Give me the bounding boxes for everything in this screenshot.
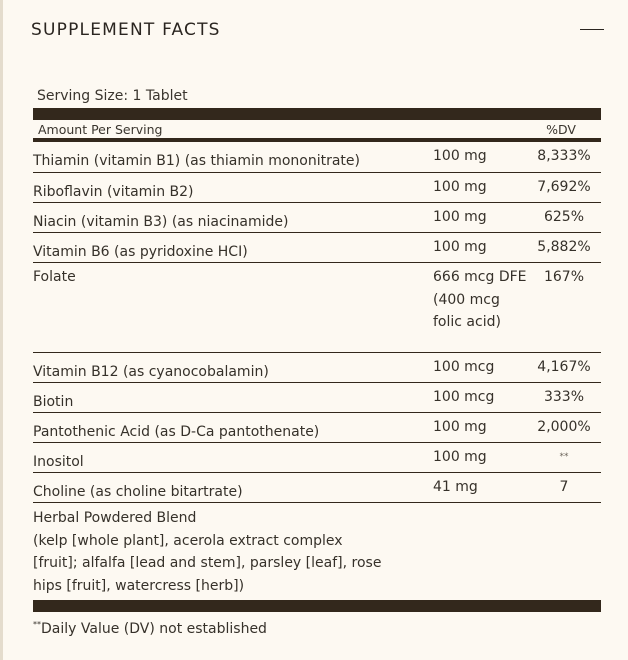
nutrient-amount: 100 mg [433,239,487,255]
nutrient-name: Niacin (vitamin B3) (as niacinamide) [33,214,289,230]
nutrient-name: Vitamin B12 (as cyanocobalamin) [33,364,269,380]
table-row: Pantothenic Acid (as D-Ca pantothenate) … [33,413,601,443]
nutrient-amount: 100 mcg [433,389,495,405]
header-dv: %DV [546,121,576,137]
blend-line: (kelp [whole plant], acerola extract com… [33,532,343,549]
section-title: SUPPLEMENT FACTS [31,20,221,40]
nutrient-amount: 100 mg [433,419,487,435]
bottom-rule [33,600,601,612]
nutrient-amount: 666 mcg DFE (400 mcg folic acid) [433,269,527,330]
nutrient-amount: 41 mg [433,479,478,495]
panel-left-border [0,0,3,660]
nutrient-dv: 5,882% [537,239,591,255]
blend-line: [fruit]; alfalfa [lead and stem], parsle… [33,555,382,571]
nutrient-amount: 100 mg [433,148,487,164]
table-row: Vitamin B6 (as pyridoxine HCI) 100 mg 5,… [33,233,601,263]
nutrient-name: Folate [33,269,76,285]
nutrient-dv: ** [559,452,569,462]
table-row: Thiamin (vitamin B1) (as thiamin mononit… [33,142,601,173]
nutrient-dv: 2,000% [537,419,591,435]
minus-icon[interactable] [580,29,604,30]
header-amount-per-serving: Amount Per Serving [38,121,163,137]
blend-line: hips [fruit], watercress [herb]) [33,577,245,594]
nutrient-dv: 167% [543,269,585,285]
blend-title: Herbal Powdered Blend [33,510,197,526]
nutrient-name: Biotin [33,394,74,410]
header-rule [33,138,601,142]
table-row: Choline (as choline bitartrate) 41 mg 7 [33,473,601,503]
collapse-button[interactable] [576,20,608,40]
table-row: Riboflavin (vitamin B2) 100 mg 7,692% [33,173,601,203]
supplement-facts-table: Amount Per Serving %DV Thiamin (vitamin … [33,108,601,612]
footnote-marker: ** [33,620,41,629]
nutrient-name: Thiamin (vitamin B1) (as thiamin mononit… [33,153,360,169]
table-row: Inositol 100 mg ** [33,443,601,473]
nutrient-name: Riboflavin (vitamin B2) [33,184,194,200]
nutrient-dv: 333% [543,389,585,405]
nutrient-dv: 625% [543,209,585,225]
nutrient-name: Vitamin B6 (as pyridoxine HCI) [33,244,248,260]
nutrient-dv: 4,167% [537,359,591,375]
footnote: **Daily Value (DV) not established [33,620,267,637]
nutrient-name: Choline (as choline bitartrate) [33,484,243,500]
nutrient-amount: 100 mg [433,449,487,465]
serving-size: Serving Size: 1 Tablet [37,88,188,104]
top-rule [33,108,601,120]
table-row: Niacin (vitamin B3) (as niacinamide) 100… [33,203,601,233]
nutrient-dv: 7,692% [537,179,591,195]
nutrient-name: Inositol [33,454,84,470]
nutrient-name: Pantothenic Acid (as D-Ca pantothenate) [33,424,320,440]
nutrient-dv: 8,333% [537,148,591,164]
herbal-blend: Herbal Powdered Blend (kelp [whole plant… [33,503,601,600]
table-row: Biotin 100 mcg 333% [33,383,601,413]
nutrient-amount: 100 mcg [433,359,495,375]
table-row: Folate 666 mcg DFE (400 mcg folic acid) … [33,263,601,353]
nutrient-dv: 7 [559,479,569,495]
table-header: Amount Per Serving %DV [33,120,601,138]
nutrient-amount: 100 mg [433,209,487,225]
footnote-text: Daily Value (DV) not established [41,621,267,637]
nutrient-amount: 100 mg [433,179,487,195]
table-row: Vitamin B12 (as cyanocobalamin) 100 mcg … [33,353,601,383]
